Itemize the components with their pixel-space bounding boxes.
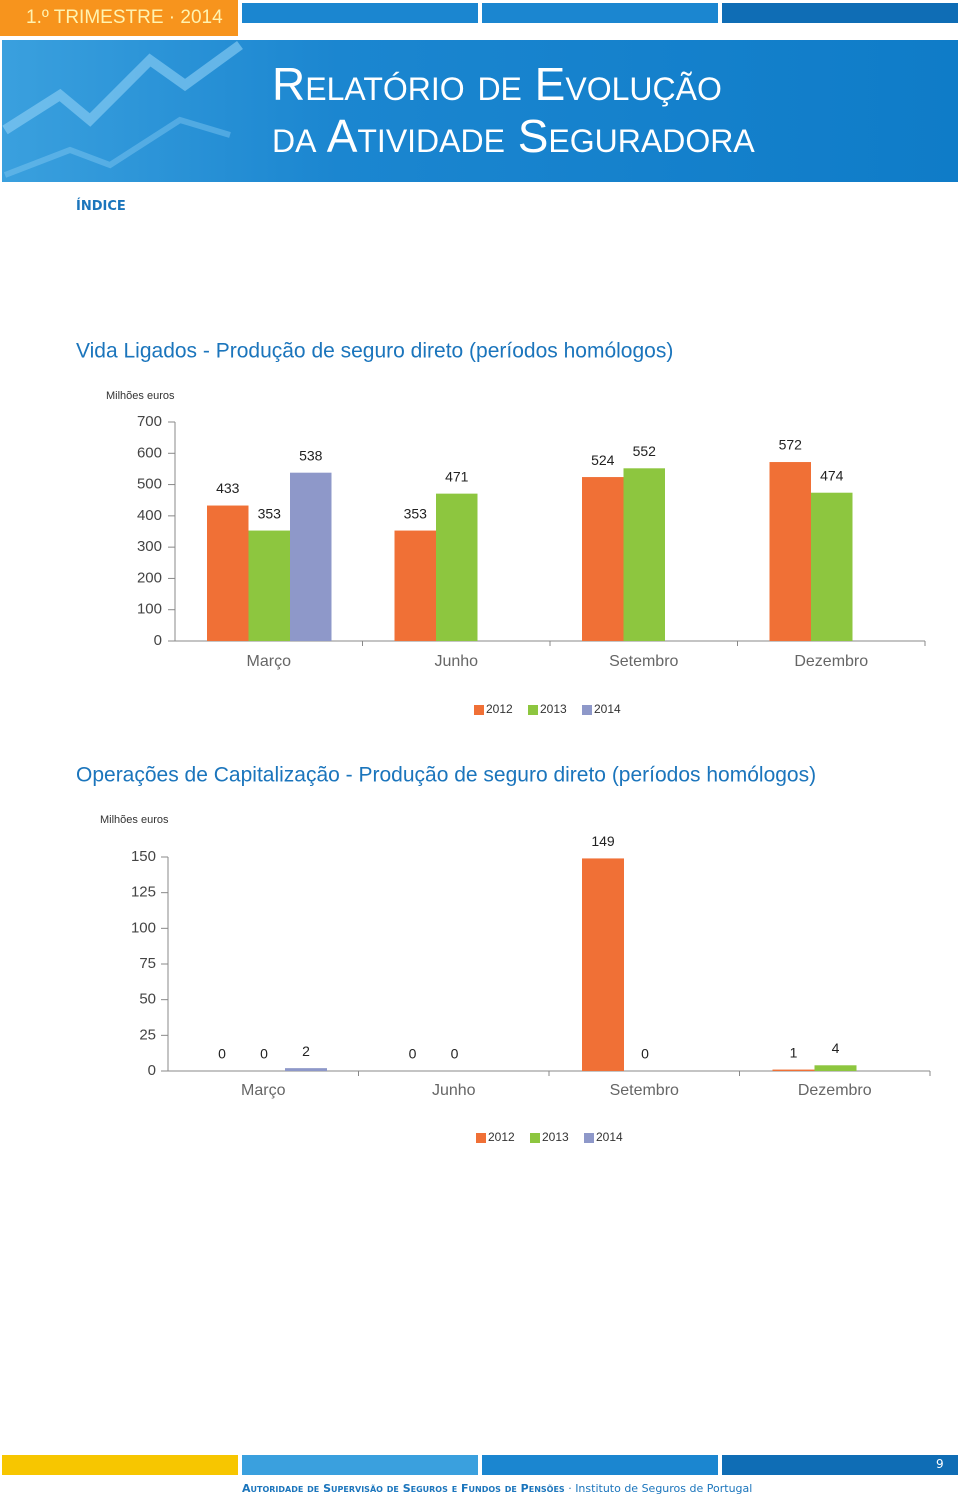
y-tick-label: 600 xyxy=(137,444,162,461)
footer-authority: Autoridade de Supervisão de Seguros e Fu… xyxy=(242,1482,565,1495)
footer-bar xyxy=(722,1455,958,1475)
footer-bar xyxy=(242,1455,478,1475)
x-tick-label: Junho xyxy=(432,1082,476,1099)
value-label: 471 xyxy=(445,468,469,484)
y-tick-label: 100 xyxy=(131,919,156,936)
value-label: 0 xyxy=(409,1046,417,1062)
y-tick-label: 150 xyxy=(131,848,156,865)
legend-label: 2013 xyxy=(542,1130,569,1144)
legend-swatch xyxy=(584,1133,594,1143)
x-tick-label: Setembro xyxy=(609,653,678,670)
value-label: 149 xyxy=(591,833,615,849)
bar xyxy=(814,1065,857,1071)
value-label: 433 xyxy=(216,480,240,496)
bar xyxy=(394,530,436,641)
legend-label: 2014 xyxy=(596,1130,623,1144)
footer: Autoridade de Supervisão de Seguros e Fu… xyxy=(242,1482,752,1495)
legend-label: 2012 xyxy=(488,1130,515,1144)
y-tick-label: 0 xyxy=(154,632,162,649)
header-bar xyxy=(482,3,718,23)
footer-institute: Instituto de Seguros de Portugal xyxy=(575,1482,753,1495)
bar xyxy=(285,1068,327,1071)
x-tick-label: Junho xyxy=(434,653,478,670)
legend-label: 2012 xyxy=(486,702,513,716)
bar xyxy=(582,477,624,641)
x-tick-label: Março xyxy=(247,653,292,670)
period-tag: 1.º TRIMESTRE · 2014 xyxy=(0,0,238,36)
banner-decoration xyxy=(3,116,231,178)
legend-label: 2014 xyxy=(594,702,621,716)
value-label: 4 xyxy=(832,1040,840,1056)
footer-bar xyxy=(2,1455,238,1475)
y-tick-label: 100 xyxy=(137,601,162,618)
value-label: 353 xyxy=(258,505,282,521)
footer-separator: · xyxy=(568,1482,572,1495)
bar xyxy=(769,462,811,641)
y-tick-label: 300 xyxy=(137,538,162,555)
x-tick-label: Dezembro xyxy=(794,653,868,670)
value-label: 1 xyxy=(790,1044,798,1060)
y-tick-label: 400 xyxy=(137,507,162,524)
value-label: 0 xyxy=(451,1046,459,1062)
y-tick-label: 700 xyxy=(137,413,162,430)
footer-bar xyxy=(482,1455,718,1475)
value-label: 552 xyxy=(633,443,657,459)
y-tick-label: 50 xyxy=(139,991,156,1008)
bar xyxy=(436,493,478,641)
page-number: 9 xyxy=(936,1457,944,1471)
value-label: 0 xyxy=(260,1046,268,1062)
legend-swatch xyxy=(474,705,484,715)
value-label: 524 xyxy=(591,452,615,468)
y-tick-label: 75 xyxy=(139,955,156,972)
legend-swatch xyxy=(476,1133,486,1143)
x-tick-label: Março xyxy=(241,1082,286,1099)
value-label: 0 xyxy=(641,1046,649,1062)
value-label: 538 xyxy=(299,447,323,463)
legend-swatch xyxy=(530,1133,540,1143)
chart-title: Operações de Capitalização - Produção de… xyxy=(76,764,816,787)
legend-label: 2013 xyxy=(540,702,567,716)
bar xyxy=(290,472,332,641)
bar xyxy=(623,468,665,641)
header-bar xyxy=(722,3,958,23)
bar xyxy=(248,530,290,641)
legend-swatch xyxy=(582,705,592,715)
x-tick-label: Dezembro xyxy=(798,1082,872,1099)
bar xyxy=(811,492,853,641)
value-label: 353 xyxy=(404,505,428,521)
title-line: Relatório de Evolução xyxy=(272,58,722,110)
value-label: 474 xyxy=(820,467,844,483)
y-axis-label: Milhões euros xyxy=(100,814,169,826)
value-label: 2 xyxy=(302,1043,310,1059)
header-bar xyxy=(242,3,478,23)
title-line: da Atividade Seguradora xyxy=(272,110,755,162)
x-tick-label: Setembro xyxy=(610,1082,679,1099)
y-tick-label: 500 xyxy=(137,476,162,493)
value-label: 572 xyxy=(779,437,803,453)
value-label: 0 xyxy=(218,1046,226,1062)
legend-swatch xyxy=(528,705,538,715)
banner-decoration xyxy=(2,40,243,135)
y-axis-label: Milhões euros xyxy=(106,390,175,402)
y-tick-label: 200 xyxy=(137,569,162,586)
bar xyxy=(772,1069,815,1071)
index-link[interactable]: ÍNDICE xyxy=(76,199,126,214)
report-title: Relatório de Evolução da Atividade Segur… xyxy=(272,58,755,162)
y-tick-label: 125 xyxy=(131,884,156,901)
y-tick-label: 25 xyxy=(139,1026,156,1043)
bar xyxy=(207,505,249,641)
chart-title: Vida Ligados - Produção de seguro direto… xyxy=(76,340,673,363)
bar xyxy=(582,858,624,1071)
y-tick-label: 0 xyxy=(148,1062,156,1079)
